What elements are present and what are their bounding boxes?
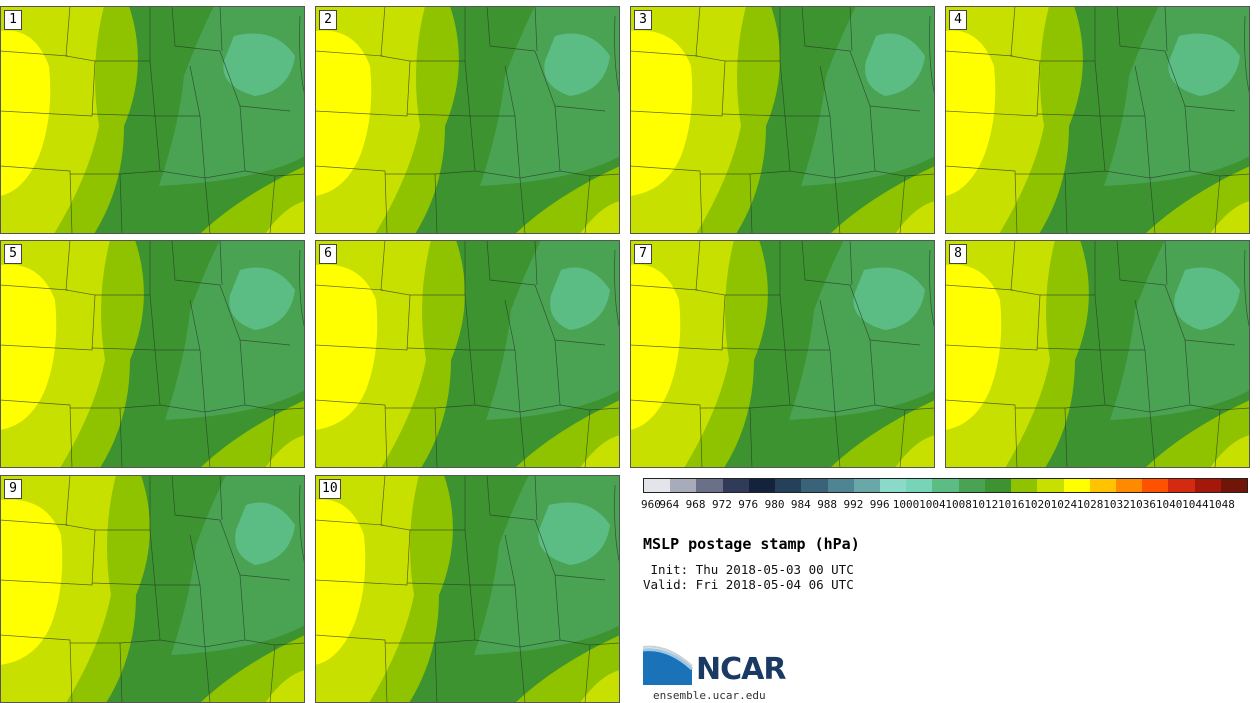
colorbar-swatch bbox=[932, 479, 959, 492]
colorbar-swatch bbox=[748, 479, 776, 492]
colorbar-label: 960 bbox=[641, 498, 661, 511]
colorbar-swatch bbox=[879, 479, 907, 492]
colorbar-label: 1036 bbox=[1129, 498, 1157, 511]
colorbar-label: 1012 bbox=[971, 498, 999, 511]
colorbar-label: 988 bbox=[817, 498, 838, 511]
colorbar-label: 1032 bbox=[1103, 498, 1130, 511]
colorbar-label: 1028 bbox=[1076, 498, 1104, 511]
member-number: 4 bbox=[949, 10, 967, 30]
member-panel-4: 4 bbox=[945, 6, 1250, 234]
ncar-wordmark: NCAR bbox=[696, 652, 786, 687]
pressure-colorbar bbox=[643, 478, 1248, 493]
colorbar-swatch bbox=[906, 479, 933, 492]
valid-time: Valid: Fri 2018-05-04 06 UTC bbox=[643, 577, 854, 592]
member-panel-5: 5 bbox=[0, 240, 305, 468]
colorbar-swatch bbox=[984, 479, 1012, 492]
colorbar-label: 1048 bbox=[1208, 498, 1235, 511]
colorbar-label: 1020 bbox=[1024, 498, 1051, 511]
colorbar-swatch bbox=[696, 479, 723, 492]
member-panel-1: 1 bbox=[0, 6, 305, 234]
member-number: 1 bbox=[4, 10, 22, 30]
colorbar-label: 984 bbox=[790, 498, 811, 511]
member-panel-2: 2 bbox=[315, 6, 620, 234]
member-number: 6 bbox=[319, 244, 337, 264]
member-panel-8: 8 bbox=[945, 240, 1250, 468]
colorbar-label: 1008 bbox=[945, 498, 972, 511]
colorbar-label: 1040 bbox=[1155, 498, 1183, 511]
colorbar-label: 996 bbox=[869, 498, 890, 511]
colorbar-swatch bbox=[670, 479, 697, 492]
member-number: 9 bbox=[4, 479, 22, 499]
colorbar-swatch bbox=[1115, 479, 1143, 492]
ncar-logo-icon bbox=[643, 645, 694, 685]
colorbar-label: 1024 bbox=[1050, 498, 1078, 511]
colorbar-swatch bbox=[1063, 479, 1090, 492]
colorbar-label: 980 bbox=[764, 498, 785, 511]
colorbar-swatch bbox=[722, 479, 749, 492]
member-panel-7: 7 bbox=[630, 240, 935, 468]
init-time: Init: Thu 2018-05-03 00 UTC bbox=[643, 562, 854, 577]
member-number: 2 bbox=[319, 10, 337, 30]
colorbar-swatch bbox=[853, 479, 880, 492]
colorbar-label: 1044 bbox=[1182, 498, 1209, 511]
colorbar-label: 1004 bbox=[919, 498, 946, 511]
member-panel-3: 3 bbox=[630, 6, 935, 234]
colorbar-label: 968 bbox=[685, 498, 706, 511]
member-panel-10: 10 bbox=[315, 475, 620, 703]
colorbar-swatch bbox=[1168, 479, 1195, 492]
colorbar-label: 992 bbox=[843, 498, 864, 511]
colorbar-swatch bbox=[1194, 479, 1221, 492]
colorbar-label: 976 bbox=[738, 498, 759, 511]
member-panel-9: 9 bbox=[0, 475, 305, 703]
colorbar-swatch bbox=[958, 479, 985, 492]
member-number: 7 bbox=[634, 244, 652, 264]
member-number: 3 bbox=[634, 10, 652, 30]
member-panel-6: 6 bbox=[315, 240, 620, 468]
site-url: ensemble.ucar.edu bbox=[653, 689, 766, 702]
member-number: 8 bbox=[949, 244, 967, 264]
colorbar-label: 1000 bbox=[892, 498, 920, 511]
colorbar-swatch bbox=[1037, 479, 1064, 492]
colorbar-swatch bbox=[1011, 479, 1038, 492]
colorbar-swatch bbox=[1089, 479, 1116, 492]
colorbar-swatch bbox=[644, 479, 671, 492]
member-number: 10 bbox=[319, 479, 341, 499]
colorbar-swatch bbox=[775, 479, 802, 492]
figure-title: MSLP postage stamp (hPa) bbox=[643, 535, 860, 553]
colorbar-label: 1016 bbox=[998, 498, 1025, 511]
colorbar-label: 964 bbox=[659, 498, 680, 511]
colorbar-swatch bbox=[1142, 479, 1169, 492]
member-number: 5 bbox=[4, 244, 22, 264]
colorbar-label: 972 bbox=[711, 498, 732, 511]
colorbar-labels: 960 964 968 972 976 980 984 988 992 996 1000 1004 10… bbox=[641, 498, 1248, 512]
colorbar-swatch bbox=[827, 479, 854, 492]
colorbar-swatch bbox=[1220, 479, 1248, 492]
colorbar-swatch bbox=[801, 479, 828, 492]
